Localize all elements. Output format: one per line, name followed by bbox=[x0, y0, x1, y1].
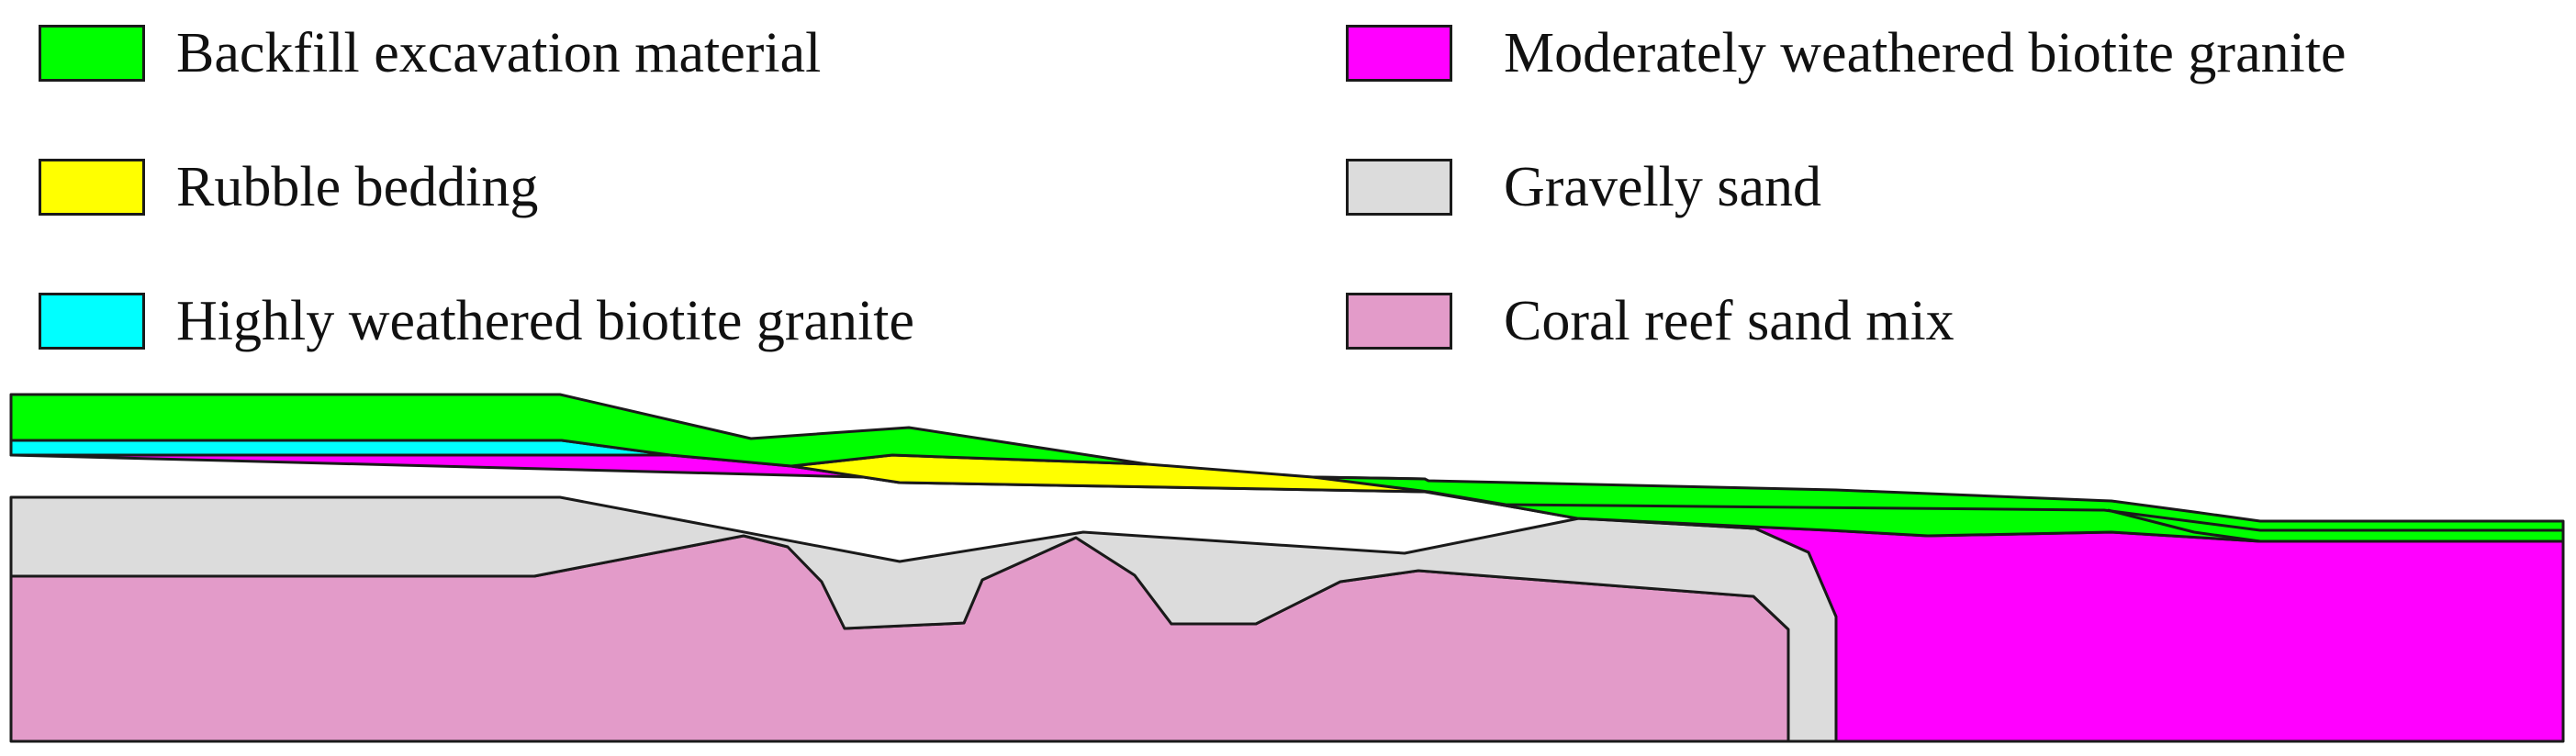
legend-swatch-moderately-weathered bbox=[1346, 25, 1452, 82]
legend-label-backfill: Backfill excavation material bbox=[176, 22, 822, 84]
legend-swatch-rubble bbox=[39, 159, 145, 216]
legend-item-gravelly-sand: Gravelly sand bbox=[1346, 156, 1821, 218]
legend-swatch-backfill bbox=[39, 25, 145, 82]
legend-label-coral-reef: Coral reef sand mix bbox=[1504, 290, 1954, 352]
legend-swatch-coral-reef bbox=[1346, 293, 1452, 350]
legend-label-moderately-weathered: Moderately weathered biotite granite bbox=[1504, 22, 2346, 84]
legend-item-backfill: Backfill excavation material bbox=[39, 22, 821, 84]
backfill-internal-line-2 bbox=[2107, 508, 2261, 543]
legend-item-coral-reef: Coral reef sand mix bbox=[1346, 290, 1954, 352]
legend-label-rubble: Rubble bedding bbox=[176, 156, 539, 218]
layer-gravelly-sand bbox=[9, 495, 1838, 743]
legend-swatch-gravelly-sand bbox=[1346, 159, 1452, 216]
backfill-internal-line bbox=[1428, 490, 2563, 532]
legend: Backfill excavation material Rubble bedd… bbox=[0, 0, 2576, 367]
legend-swatch-highly-weathered bbox=[39, 293, 145, 350]
legend-label-gravelly-sand: Gravelly sand bbox=[1504, 156, 1822, 218]
legend-item-rubble: Rubble bedding bbox=[39, 156, 538, 218]
legend-label-highly-weathered: Highly weathered biotite granite bbox=[176, 290, 915, 352]
legend-item-moderately-weathered: Moderately weathered biotite granite bbox=[1346, 22, 2346, 84]
legend-item-highly-weathered: Highly weathered biotite granite bbox=[39, 290, 914, 352]
layer-backfill-excavation bbox=[9, 393, 1149, 468]
